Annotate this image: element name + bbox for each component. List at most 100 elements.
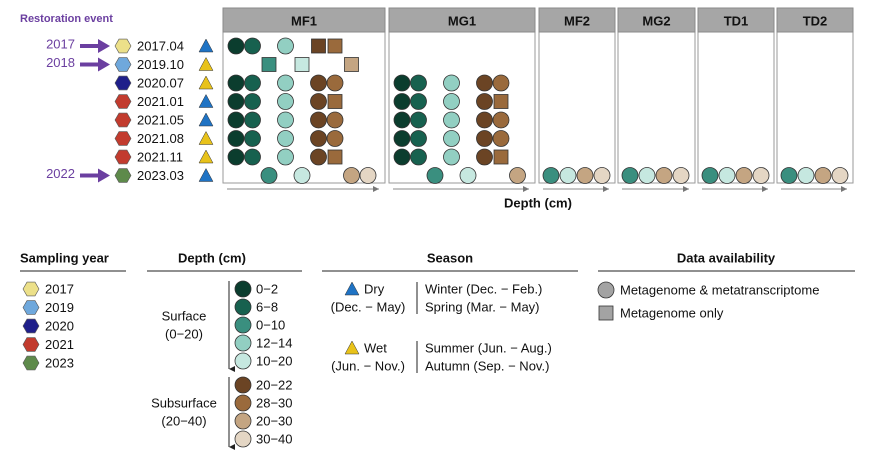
legend-year-label: 2020 xyxy=(45,319,74,334)
sample-mark-MF1-0-2 xyxy=(227,93,245,110)
season-triangle-dry xyxy=(198,167,214,182)
legend-depth-circle-0-2 xyxy=(234,280,252,298)
sample-mark-MF1-0-2 xyxy=(227,111,245,129)
year-hexagon-2021 xyxy=(114,131,132,146)
sample-mark-MF1-6-8 xyxy=(244,148,261,166)
year-hexagon-2023 xyxy=(114,168,132,183)
legend-depth-group-label: Surface xyxy=(162,309,207,324)
legend-circle-marker xyxy=(597,281,615,299)
sample-mark-MF1-12-14 xyxy=(277,93,294,110)
site-header-MF2 xyxy=(538,7,616,33)
legend-availability-label: Metagenome & metatranscriptome xyxy=(620,283,819,298)
legend-depth-circle-6-8 xyxy=(234,298,252,316)
legend-year-label: 2017 xyxy=(45,282,74,297)
legend-sampling-year-title: Sampling year xyxy=(20,251,109,266)
sample-mark-MG1-6-8 xyxy=(410,93,427,110)
legend-square-marker xyxy=(598,305,614,321)
sample-mark-TD1-30-40 xyxy=(752,167,770,184)
sample-mark-MF1-6-8 xyxy=(244,93,261,110)
sample-mark-MF2-20-30 xyxy=(576,167,594,184)
sample-mark-TD2-30-40 xyxy=(831,167,849,184)
legend-season-months: Spring (Mar. − May) xyxy=(425,300,540,315)
legend-depth-label: 0−2 xyxy=(256,282,278,297)
season-triangle-wet xyxy=(198,56,214,71)
legend-season-name: Dry xyxy=(364,282,385,297)
legend-season-triangle-dry xyxy=(344,281,360,296)
sample-mark-MG1-0-10 xyxy=(426,167,444,184)
sampling-date-label: 2020.07 xyxy=(137,76,184,91)
legend-depth-circle-12-14 xyxy=(234,334,252,352)
sample-mark-TD1-0-10 xyxy=(701,167,719,184)
sample-mark-MF1-6-8 xyxy=(244,130,261,147)
sample-mark-MG1-0-2 xyxy=(393,111,411,129)
legend-depth-group-range: (0−20) xyxy=(165,327,203,342)
season-triangle-dry xyxy=(198,93,214,108)
legend-depth-circle-10-20 xyxy=(234,352,252,370)
year-hexagon-2020 xyxy=(114,75,132,91)
site-panel-TD1 xyxy=(697,7,775,184)
site-name-label: MG1 xyxy=(448,14,476,29)
sample-mark-MG2-10-20 xyxy=(638,167,656,184)
legend-depth-label: 28−30 xyxy=(256,396,293,411)
sample-mark-MG1-12-14 xyxy=(443,111,460,129)
sample-mark-TD1-10-20 xyxy=(718,167,736,184)
sample-mark-MF2-0-10 xyxy=(542,167,560,184)
season-triangle-dry xyxy=(198,38,214,53)
sample-mark-MG1-28-30 xyxy=(492,111,510,129)
season-triangle-wet xyxy=(198,149,214,164)
legend-depth-label: 6−8 xyxy=(256,300,278,315)
site-name-label: MF2 xyxy=(564,14,590,29)
legend-season-title: Season xyxy=(427,251,473,266)
sample-mark-MF1-30-40 xyxy=(359,167,377,184)
legend-season-name: Wet xyxy=(364,341,387,356)
sample-mark-MF1-10-20 xyxy=(293,167,311,184)
legend-depth-label: 0−10 xyxy=(256,318,285,333)
sample-mark-MG1-20-22 xyxy=(476,148,493,166)
legend-season-triangle-wet xyxy=(344,340,360,355)
sample-mark-MG1-12-14 xyxy=(443,93,460,110)
season-triangle-wet xyxy=(198,130,214,145)
sampling-date-label: 2021.01 xyxy=(137,94,184,109)
year-hexagon-2021 xyxy=(114,94,132,109)
sampling-date-label: 2021.08 xyxy=(137,131,184,146)
sample-mark-MG1-0-2 xyxy=(393,130,411,147)
sample-mark-MG1-28-30 xyxy=(492,74,510,92)
sample-mark-MG1-28-30 xyxy=(492,130,510,147)
site-header-MG1 xyxy=(388,7,536,33)
site-name-label: MG2 xyxy=(642,14,670,29)
sample-mark-MG1-0-2 xyxy=(393,148,411,166)
legend-depth-circle-20-22 xyxy=(234,376,252,394)
sample-mark-MF1-20-22 xyxy=(310,130,327,147)
legend-season-months: Winter (Dec. − Feb.) xyxy=(425,282,542,297)
restoration-arrow-head xyxy=(98,57,110,72)
legend-depth-group-label: Subsurface xyxy=(151,396,217,411)
sample-mark-MF1-20-22 xyxy=(310,74,327,92)
sample-mark-MF1-0-2 xyxy=(227,37,245,55)
legend-year-hexagon-2021 xyxy=(22,337,40,352)
legend-year-hexagon-2023 xyxy=(22,355,40,371)
legend-depth-circle-28-30 xyxy=(234,394,252,412)
sampling-date-label: 2023.03 xyxy=(137,168,184,183)
sample-mark-MG1-20-30 xyxy=(509,167,526,184)
site-name-label: TD2 xyxy=(803,14,828,29)
sample-mark-MG1-6-8 xyxy=(410,111,427,129)
sample-mark-MF1-0-10 xyxy=(261,57,277,72)
restoration-year-label: 2022 xyxy=(46,166,75,181)
sample-mark-MG1-28-30 xyxy=(493,94,509,109)
sample-mark-MG1-20-22 xyxy=(476,130,493,147)
restoration-event-title: Restoration event xyxy=(20,13,113,25)
sample-mark-MG1-28-30 xyxy=(493,149,509,165)
sample-mark-MF1-28-30 xyxy=(326,74,344,92)
restoration-year-label: 2018 xyxy=(46,55,75,70)
site-name-label: MF1 xyxy=(291,14,317,29)
site-panel-MG2 xyxy=(617,7,696,184)
legend-depth-label: 20−22 xyxy=(256,378,293,393)
sample-mark-MF1-12-14 xyxy=(277,130,294,147)
sample-mark-MG1-6-8 xyxy=(410,74,427,92)
sample-mark-MF1-0-2 xyxy=(227,74,245,92)
year-hexagon-2021 xyxy=(114,149,132,165)
year-hexagon-2019 xyxy=(114,57,132,72)
sample-mark-MF1-10-20 xyxy=(294,57,310,72)
